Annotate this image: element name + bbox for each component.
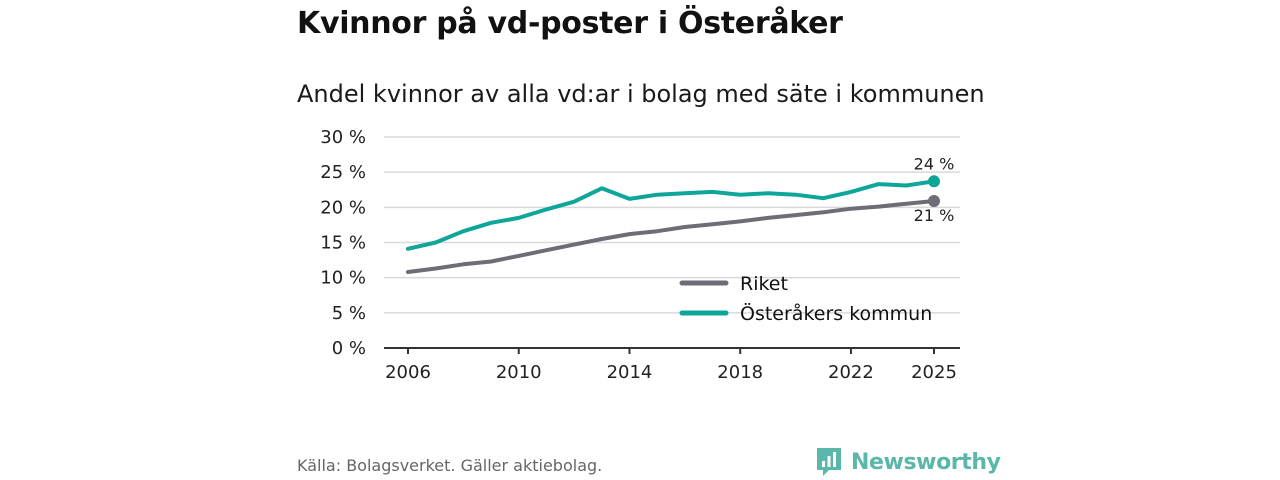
y-tick-label: 20 % <box>320 197 366 218</box>
chart-subtitle: Andel kvinnor av alla vd:ar i bolag med … <box>297 80 985 108</box>
y-tick-label: 0 % <box>332 338 366 359</box>
source-note: Källa: Bolagsverket. Gäller aktiebolag. <box>297 456 603 475</box>
data-label: 21 % <box>914 206 955 225</box>
newsworthy-logo-icon <box>817 448 841 476</box>
x-tick-label: 2018 <box>717 362 763 383</box>
series-end-point <box>928 195 940 208</box>
series-end-point <box>928 175 940 188</box>
y-tick-label: 30 % <box>320 127 366 148</box>
y-tick-label: 5 % <box>332 303 366 324</box>
brand-logo[interactable]: Newsworthy <box>815 446 1001 478</box>
data-label: 24 % <box>914 154 955 173</box>
chart-title: Kvinnor på vd-poster i Österåker <box>297 6 843 41</box>
x-tick-label: 2010 <box>496 362 542 383</box>
series-line <box>406 179 936 251</box>
legend-label: Riket <box>740 273 788 295</box>
x-tick-label: 2006 <box>385 362 431 383</box>
legend-label: Österåkers kommun <box>740 302 932 325</box>
brand-name: Newsworthy <box>851 449 1001 475</box>
y-tick-label: 15 % <box>320 233 366 254</box>
x-tick-label: 2025 <box>911 362 957 383</box>
x-tick-label: 2014 <box>607 362 653 383</box>
series-line <box>406 199 936 274</box>
y-tick-label: 25 % <box>320 162 366 183</box>
x-tick-label: 2022 <box>828 362 874 383</box>
y-tick-label: 10 % <box>320 268 366 289</box>
